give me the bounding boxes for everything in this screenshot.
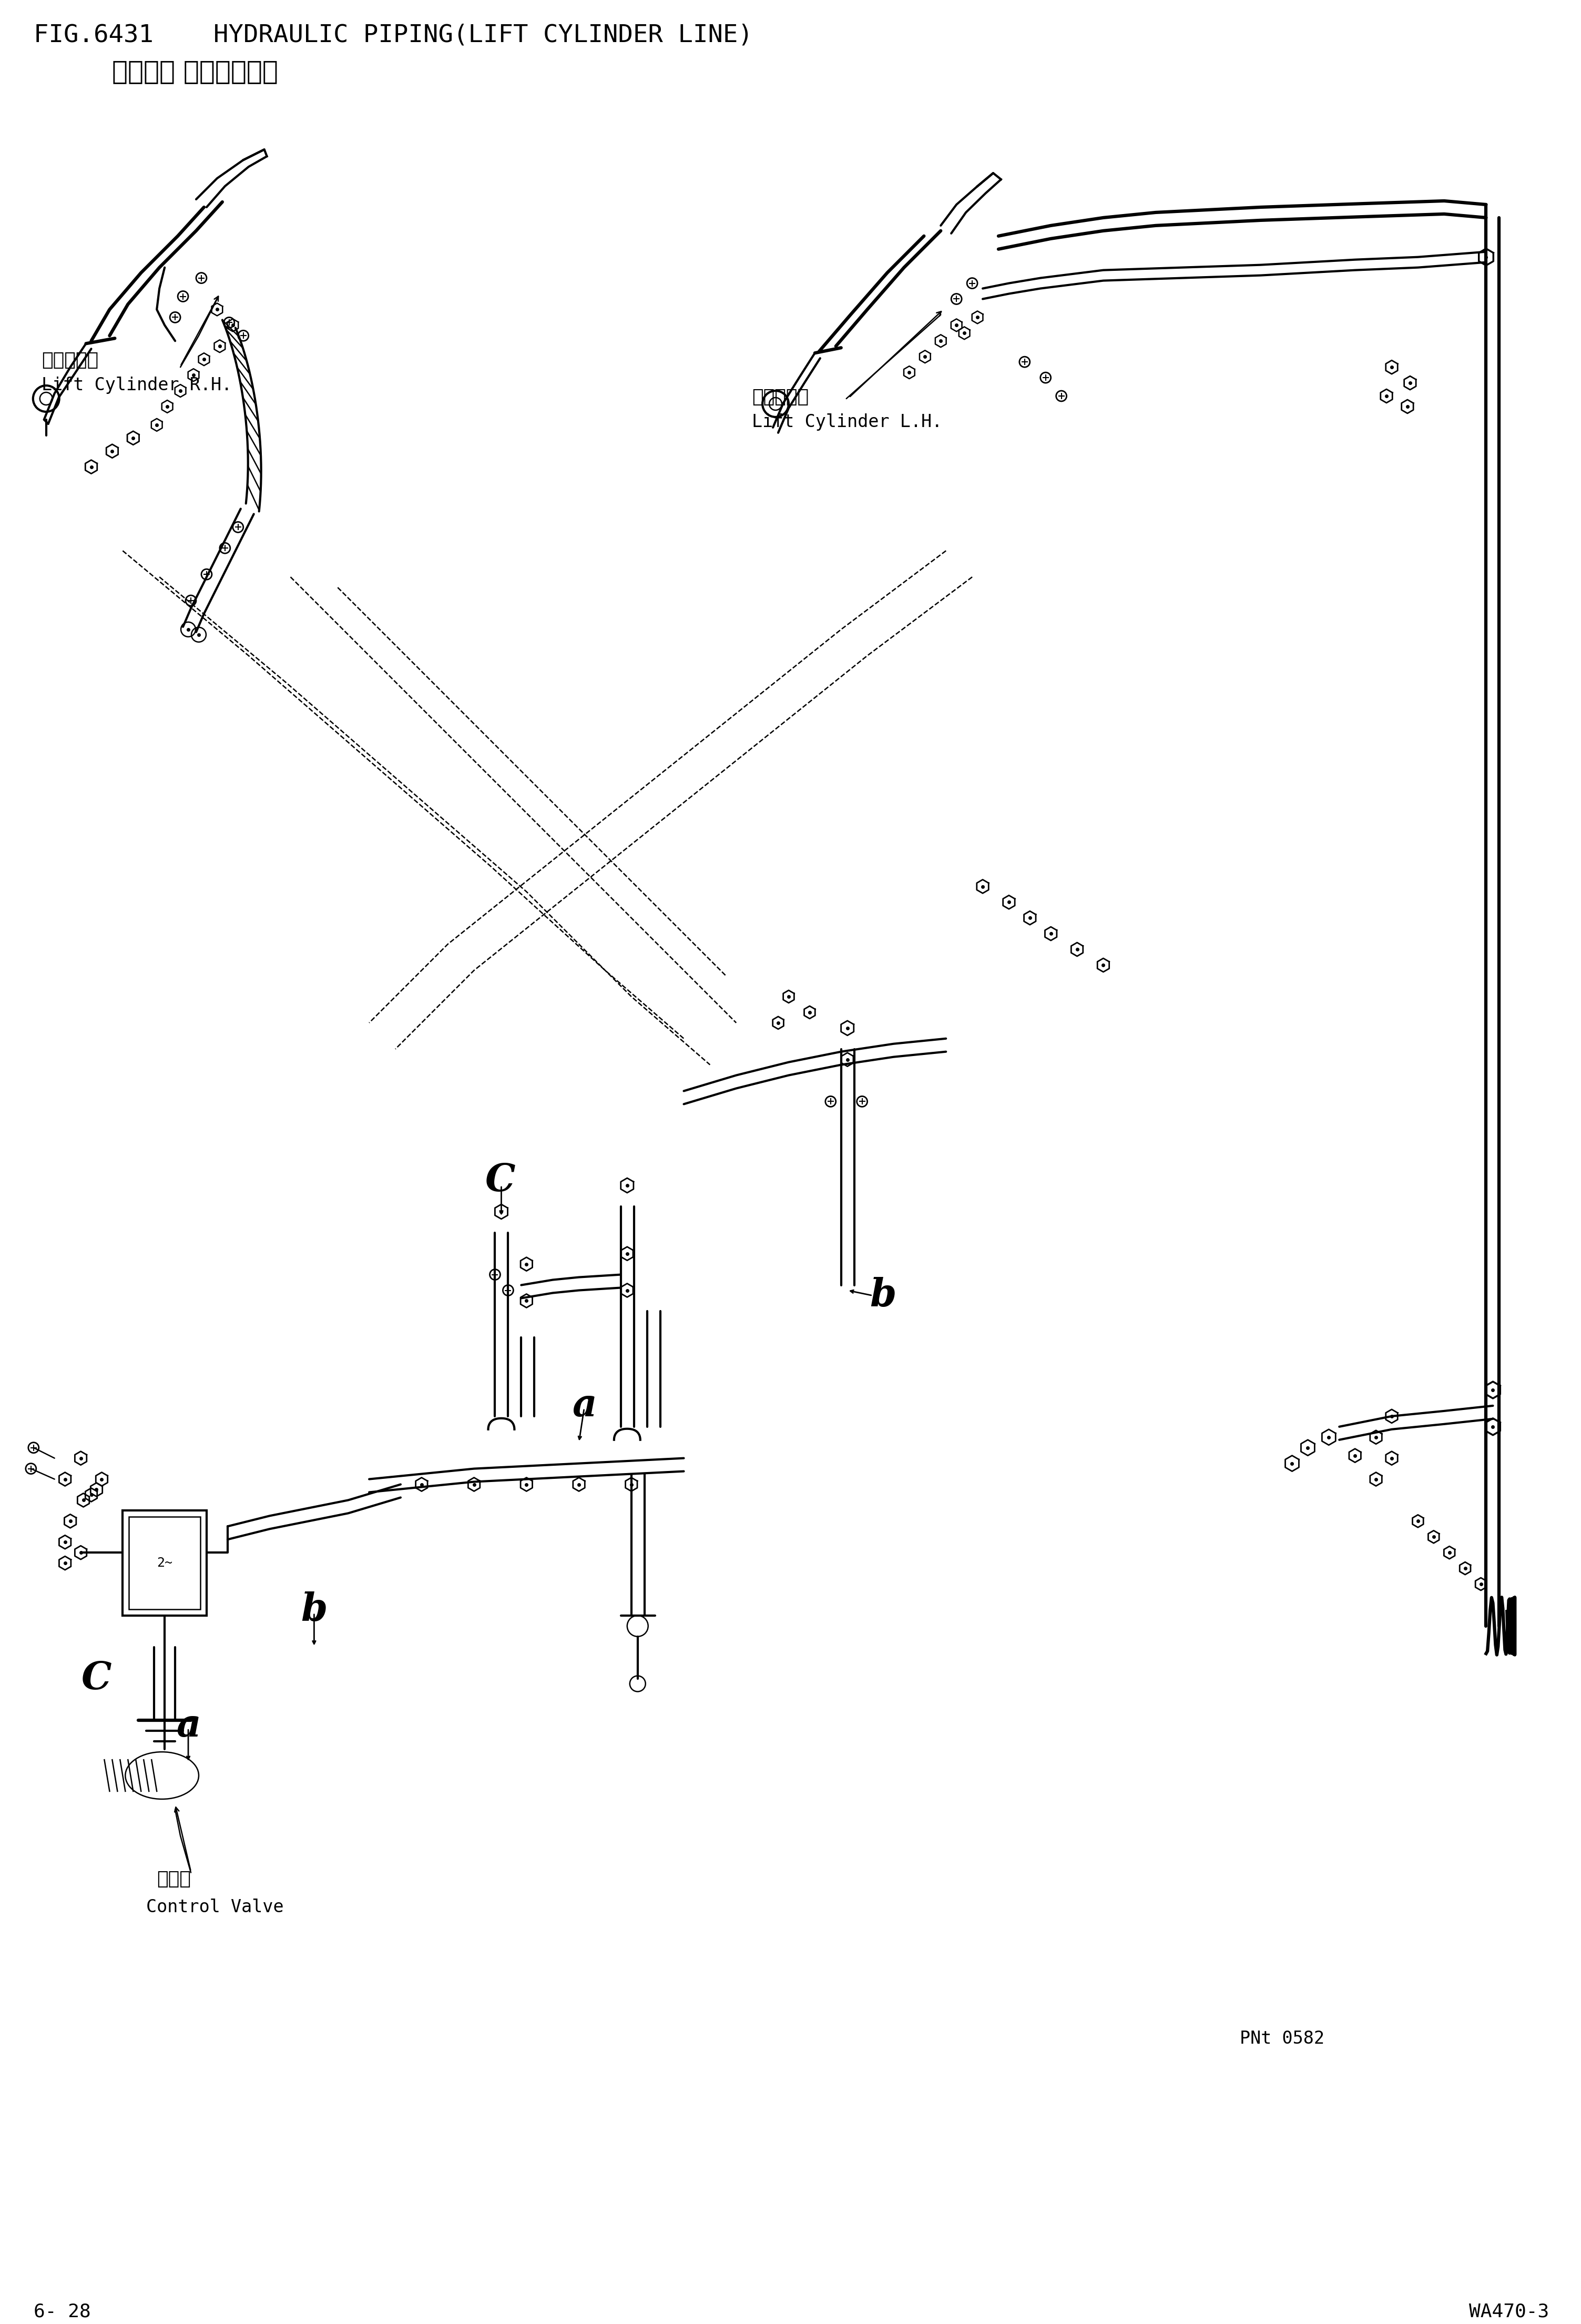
Circle shape xyxy=(225,318,234,328)
Text: 右举升油缸: 右举升油缸 xyxy=(41,351,98,370)
Circle shape xyxy=(185,595,196,607)
Circle shape xyxy=(25,1464,36,1473)
Circle shape xyxy=(825,1097,836,1106)
Circle shape xyxy=(1020,356,1029,367)
Text: b: b xyxy=(300,1592,327,1629)
Circle shape xyxy=(1056,390,1067,402)
Text: PNt 0582: PNt 0582 xyxy=(1240,2029,1325,2047)
Text: Control Valve: Control Valve xyxy=(147,1899,285,1915)
Circle shape xyxy=(169,311,180,323)
Circle shape xyxy=(220,544,231,553)
Circle shape xyxy=(952,293,961,304)
Circle shape xyxy=(857,1097,868,1106)
Text: b: b xyxy=(870,1276,896,1315)
Text: 控制阀: 控制阀 xyxy=(157,1871,191,1887)
Circle shape xyxy=(239,330,248,342)
Text: 6- 28: 6- 28 xyxy=(33,2303,90,2322)
Text: 液压管路 举升油缸配管: 液压管路 举升油缸配管 xyxy=(112,58,278,84)
Text: FIG.6431    HYDRAULIC PIPING(LIFT CYLINDER LINE): FIG.6431 HYDRAULIC PIPING(LIFT CYLINDER … xyxy=(33,23,753,46)
Circle shape xyxy=(503,1285,514,1294)
Bar xyxy=(123,1511,207,1615)
Circle shape xyxy=(28,1443,40,1453)
Bar xyxy=(130,1518,201,1608)
Circle shape xyxy=(490,1269,500,1281)
Text: Lift Cylinder L.H.: Lift Cylinder L.H. xyxy=(753,414,942,430)
Circle shape xyxy=(177,290,188,302)
Text: Lift Cylinder R.H.: Lift Cylinder R.H. xyxy=(41,376,232,395)
Circle shape xyxy=(201,569,212,579)
Text: C: C xyxy=(485,1162,515,1199)
Text: 左举升油缸: 左举升油缸 xyxy=(753,388,809,407)
Text: 2~: 2~ xyxy=(157,1557,172,1569)
Text: a: a xyxy=(175,1708,201,1745)
Text: C: C xyxy=(81,1659,112,1697)
Text: WA470-3: WA470-3 xyxy=(1469,2303,1549,2322)
Text: a: a xyxy=(572,1387,596,1425)
Circle shape xyxy=(232,523,243,532)
Circle shape xyxy=(968,279,977,288)
Circle shape xyxy=(196,272,207,284)
Circle shape xyxy=(1040,372,1051,383)
